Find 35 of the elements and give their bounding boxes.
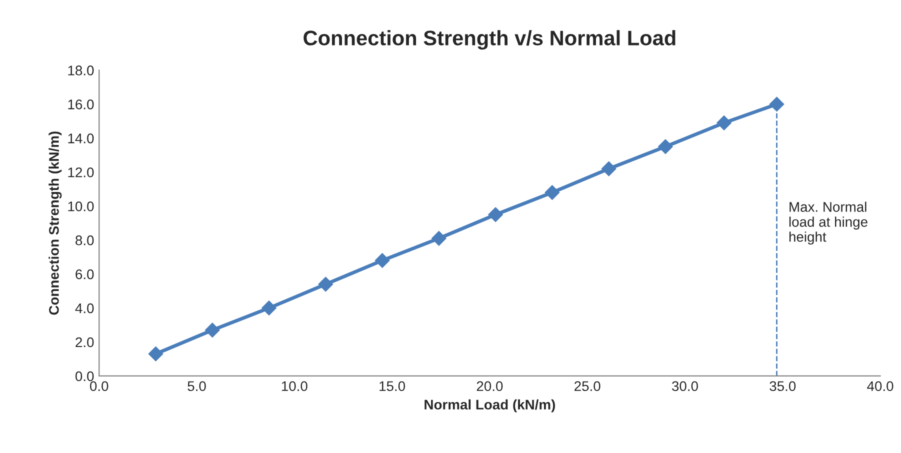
point (658, 139, 673, 154)
x-tick-label: 35.0 (770, 381, 796, 392)
y-tick-label: 18.0 (68, 66, 94, 76)
point (148, 346, 164, 362)
x-tick-label: 30.0 (672, 381, 698, 392)
y-tick-label: 0.0 (75, 371, 94, 382)
point (374, 253, 390, 268)
x-tick-label: 20.0 (476, 381, 503, 392)
x-tick-label: 40.0 (867, 381, 894, 392)
x-tick-label: 15.0 (380, 381, 406, 392)
point (488, 207, 503, 222)
point (432, 230, 446, 246)
point (318, 276, 334, 292)
y-tick-label: 4.0 (75, 303, 94, 314)
y-tick-label: 10.0 (68, 201, 94, 212)
y-tick-label: 14.0 (68, 134, 94, 144)
point (769, 96, 784, 112)
x-tick-label: 25.0 (574, 381, 600, 392)
point (204, 322, 220, 338)
chart-title: Connection Strength v/s Normal Load (304, 30, 676, 50)
y-tick-label: 16.0 (68, 100, 94, 110)
x-axis-title: Normal Load (kN/m) (424, 399, 555, 412)
x-tick-label: 5.0 (188, 381, 206, 392)
y-tick-label: 2.0 (76, 337, 94, 348)
point (601, 161, 616, 176)
point (544, 185, 560, 200)
x-tick-label: 0.0 (90, 381, 108, 392)
point (262, 300, 276, 316)
point (716, 115, 732, 130)
ref-line-label: Max. Normal load at hinge height (789, 202, 868, 245)
y-tick-label: 8.0 (76, 235, 94, 246)
x-tick-label: 10.0 (282, 381, 308, 392)
y-tick-label: 12.0 (68, 167, 94, 178)
y-tick-label: 6.0 (76, 269, 94, 280)
y-axis-title: Connection Strength (kN/m) (48, 132, 62, 315)
